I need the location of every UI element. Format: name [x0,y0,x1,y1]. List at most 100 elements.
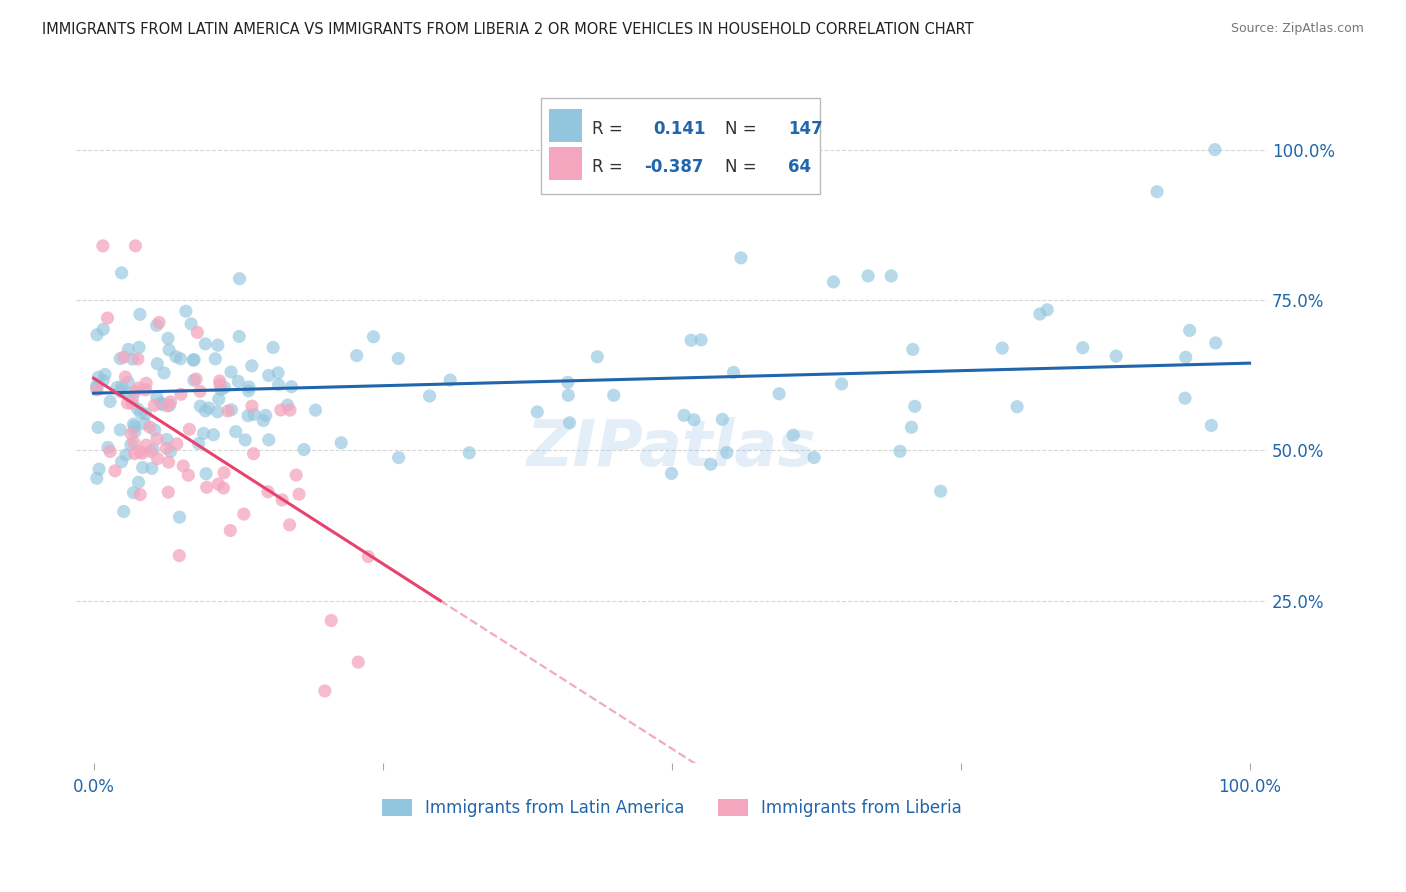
Point [122,485,145,500]
Point [139,444,162,458]
Point [156,399,179,413]
Point [208,374,231,388]
Point [117,376,139,390]
Point [889,444,911,458]
Point [135,407,157,421]
Point [193,426,215,441]
Point [86,383,108,397]
Point [267,377,290,392]
Point [165,350,187,364]
Point [110,455,132,469]
Point [188,384,211,399]
Point [122,417,145,431]
Point [880,268,903,283]
Point [221,402,243,417]
Point [1029,307,1052,321]
Point [208,377,231,392]
Point [683,413,706,427]
Point [208,392,231,406]
Point [363,330,385,344]
Point [141,461,163,475]
Point [586,350,609,364]
Point [458,446,481,460]
Text: R =: R = [592,120,628,138]
Point [1178,323,1201,337]
Point [257,433,280,447]
Point [121,352,143,367]
Point [768,386,790,401]
Point [330,435,353,450]
Point [723,366,745,380]
Point [803,450,825,465]
Point [1071,341,1094,355]
Point [112,350,135,364]
Point [172,458,194,473]
Point [188,399,211,413]
Point [157,455,180,469]
Point [823,275,845,289]
Point [86,381,108,395]
Point [225,425,247,439]
Point [183,373,205,387]
Point [212,481,235,495]
Point [856,268,879,283]
Point [138,420,160,434]
Point [232,507,254,521]
Point [127,401,149,416]
Point [347,655,370,669]
Point [159,394,181,409]
Point [117,343,139,357]
Point [91,374,114,388]
Point [159,398,181,412]
Point [146,390,169,404]
Point [94,368,117,382]
Point [240,399,263,413]
Point [252,413,274,427]
Point [603,388,626,402]
Point [278,403,301,417]
Point [117,396,139,410]
Point [115,448,138,462]
Point [87,462,110,476]
Point [128,340,150,354]
Point [91,239,114,253]
Point [87,370,110,384]
Point [184,372,207,386]
Point [681,333,703,347]
Point [98,444,121,458]
Point [124,425,146,439]
Point [177,468,200,483]
Point [711,412,734,426]
Point [228,329,250,343]
Point [91,322,114,336]
Point [240,359,263,373]
Point [159,444,181,458]
Point [146,432,169,446]
Point [135,376,157,391]
Point [219,524,242,538]
Point [122,435,145,450]
Point [110,384,132,399]
Point [197,401,219,415]
Point [217,404,239,418]
Point [157,331,180,345]
Point [111,379,134,393]
Point [900,420,922,434]
Bar [548,109,582,142]
Point [129,487,152,501]
Text: N =: N = [725,120,762,138]
Point [98,394,121,409]
Point [690,333,713,347]
Point [277,398,299,412]
Point [135,383,157,397]
Point [204,351,226,366]
Point [226,375,249,389]
Point [929,484,952,499]
Point [156,433,179,447]
Point [904,400,927,414]
Point [439,373,461,387]
Point [1205,335,1227,350]
Point [267,366,290,380]
Point [243,407,266,421]
Point [212,466,235,480]
